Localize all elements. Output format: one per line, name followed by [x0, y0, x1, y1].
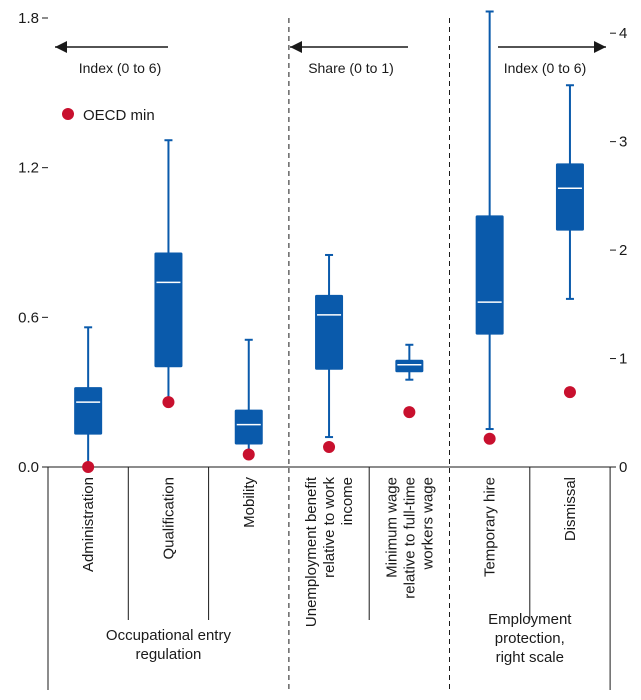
- box-iqr: [395, 359, 424, 373]
- category-label-line: Unemployment benefit: [303, 476, 320, 627]
- category-label-line: relative to full-time: [401, 477, 418, 599]
- box-iqr: [154, 252, 183, 368]
- left-axis-tick-label: 0.0: [18, 459, 39, 476]
- annotation-arrow-head: [594, 41, 606, 53]
- category-label-5: Minimum wage relative to full-time workers…: [383, 477, 436, 599]
- box-1: [74, 326, 103, 473]
- group-label-line: right scale: [496, 649, 564, 666]
- category-label-4: Unemployment benefit relative to work inco…: [303, 476, 356, 627]
- annotation-label: Index (0 to 6): [504, 60, 587, 76]
- right-axis-tick-label: 1: [619, 351, 627, 368]
- box-2: [154, 139, 183, 409]
- category-label-6: Temporary hire: [482, 477, 499, 577]
- left-axis-tick-label: 1.2: [18, 160, 39, 177]
- category-label-line: Dismissal: [562, 477, 579, 541]
- category-label-line: Mobility: [241, 477, 258, 528]
- category-label-line: Administration: [80, 477, 97, 572]
- category-label-2: Qualification: [160, 477, 177, 560]
- category-label-3: Mobility: [241, 477, 258, 528]
- group-label-line: regulation: [136, 646, 202, 663]
- annotation-arrow-head: [290, 41, 302, 53]
- right-axis-tick-label: 3: [619, 134, 627, 151]
- group-label-line: protection,: [495, 630, 565, 647]
- category-label-line: Minimum wage: [383, 477, 400, 578]
- box-6: [475, 10, 504, 445]
- oecd-min-point: [323, 441, 336, 454]
- oecd-min-point: [162, 396, 175, 409]
- box-iqr: [475, 215, 504, 335]
- box-iqr: [234, 409, 263, 445]
- label-layer: OECD min Index (0 to 6) Share (0 to 1) Inde…: [55, 41, 606, 666]
- box-iqr: [315, 294, 344, 370]
- category-label-1: Administration: [80, 477, 97, 572]
- annotation-label: Share (0 to 1): [308, 60, 394, 76]
- category-label-line: relative to work: [321, 477, 338, 578]
- category-label-line: Qualification: [160, 477, 177, 560]
- category-label-line: Temporary hire: [482, 477, 499, 577]
- left-axis-tick-label: 0.6: [18, 309, 39, 326]
- box-iqr: [74, 387, 103, 435]
- box-3: [234, 338, 263, 461]
- right-axis-tick-label: 0: [619, 459, 627, 476]
- group-label-line: Occupational entry: [106, 627, 232, 644]
- category-label-line: income: [339, 477, 356, 525]
- box-7: [555, 84, 584, 399]
- oecd-min-point: [563, 386, 576, 399]
- axes-layer: 0.0 0.6 1.2 1.8 0 1 2 3 4: [18, 10, 627, 690]
- plot-layer: [74, 10, 584, 473]
- oecd-min-point: [483, 432, 496, 445]
- box-iqr: [555, 163, 584, 231]
- oecd-min-point: [403, 406, 416, 419]
- category-label-line: workers wage: [419, 477, 436, 571]
- box-5: [395, 343, 424, 419]
- annotation-label: Index (0 to 6): [79, 60, 162, 76]
- category-label-7: Dismissal: [562, 477, 579, 541]
- right-axis-tick-label: 2: [619, 242, 627, 259]
- legend-label: OECD min: [83, 107, 155, 124]
- left-axis-tick-label: 1.8: [18, 10, 39, 27]
- box-4: [315, 253, 344, 454]
- legend-marker: [62, 108, 74, 120]
- oecd-min-point: [242, 448, 255, 461]
- oecd-min-point: [82, 461, 95, 473]
- annotation-arrow-head: [55, 41, 67, 53]
- right-axis-tick-label: 4: [619, 25, 627, 42]
- group-label-line: Employment: [488, 611, 572, 628]
